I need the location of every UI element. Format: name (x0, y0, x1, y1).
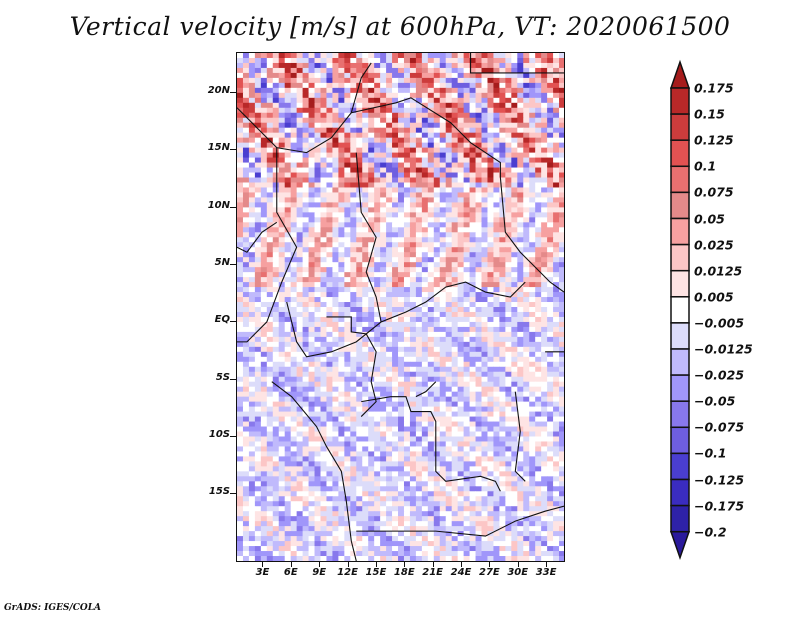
colorbar-label: 0.05 (694, 211, 725, 226)
colorbar-cell (670, 113, 690, 141)
country-border (355, 152, 382, 323)
colorbar-label: −0.005 (694, 315, 745, 331)
country-border (499, 177, 564, 293)
colorbar-cell (670, 478, 690, 507)
colorbar-label: −0.0125 (694, 341, 753, 357)
lon-tick (319, 562, 321, 567)
colorbar-label: 0.005 (694, 289, 734, 305)
map-panel (236, 52, 565, 562)
colorbar-cell (670, 400, 690, 429)
colorbar-cell (670, 139, 690, 168)
colorbar-cell (670, 322, 690, 350)
colorbar-cell (670, 217, 690, 246)
lon-tick-label: 15E (365, 567, 387, 578)
lon-tick-label: 9E (312, 567, 327, 578)
lat-tick (230, 435, 236, 437)
lat-tick-label: 5N (214, 257, 230, 269)
lon-tick-label: 6E (283, 567, 298, 578)
colorbar-label: −0.05 (694, 393, 736, 409)
colorbar-label: −0.175 (694, 498, 745, 514)
lon-tick-label: 3E (255, 567, 270, 578)
colorbar-label: −0.075 (694, 419, 745, 435)
colorbar-cell (670, 87, 690, 115)
colorbar-cell (670, 504, 690, 533)
lat-tick (230, 321, 236, 323)
colorbar-label: 0.1 (694, 158, 717, 174)
lat-tick (230, 206, 236, 208)
country-border (415, 381, 437, 398)
lon-tick (461, 562, 462, 567)
country-border (351, 97, 501, 178)
lat-tick-label: 15N (207, 142, 230, 154)
colorbar-label: 0.125 (694, 132, 734, 148)
lon-tick (347, 562, 349, 567)
lat-tick (230, 493, 236, 495)
lat-tick (230, 378, 236, 380)
grads-credit: GrADS: IGES/COLA (4, 603, 102, 613)
colorbar-label: 0.15 (694, 106, 725, 122)
lon-tick-label: 21E (422, 567, 444, 578)
lat-tick-label: EQ (214, 314, 230, 326)
colorbar-label: −0.125 (694, 472, 745, 487)
lon-tick (404, 562, 406, 567)
lat-tick-label: 20N (207, 85, 230, 97)
colorbar-label: 0.175 (694, 80, 734, 96)
colorbar-label: 0.0125 (694, 263, 743, 279)
colorbar-cell (670, 452, 690, 481)
lat-tick-label: 10S (208, 428, 230, 440)
colorbar-cell (670, 348, 690, 376)
colorbar-label: 0.075 (694, 184, 734, 200)
colorbar-cell (670, 269, 690, 298)
lon-tick-label: 33E (535, 567, 557, 578)
plot-title: Vertical velocity [m/s] at 600hPa, VT: 2… (69, 12, 731, 41)
lon-tick (546, 562, 548, 567)
lon-tick-label: 27E (478, 567, 500, 578)
colorbar-label: 0.025 (694, 237, 734, 253)
lat-tick (230, 264, 236, 266)
lon-tick (375, 562, 377, 567)
country-border (380, 281, 526, 323)
lon-tick-label: 30E (507, 567, 529, 578)
country-border (271, 381, 357, 561)
colorbar-label: −0.2 (694, 524, 727, 540)
lon-tick (262, 562, 264, 567)
lat-tick-label: 5S (215, 371, 230, 383)
lon-tick (517, 562, 519, 567)
lat-tick (230, 92, 236, 94)
colorbar-cell (670, 426, 690, 455)
lon-tick (489, 562, 491, 567)
colorbar-extend-max (669, 59, 691, 89)
lat-tick-label: 15S (208, 486, 230, 498)
lon-tick (290, 562, 292, 567)
colorbar-cell (670, 191, 690, 220)
lon-tick-label: 24E (450, 567, 472, 578)
country-border (326, 316, 377, 417)
country-border (237, 147, 298, 343)
lon-tick (432, 562, 434, 567)
colorbar-label: −0.025 (694, 367, 745, 383)
country-border (514, 391, 526, 482)
country-border (470, 53, 564, 74)
colorbar-extend-min (669, 530, 691, 560)
country-border (237, 62, 372, 154)
colorbar-cell (670, 374, 690, 402)
country-border (286, 301, 382, 358)
country-border (356, 505, 564, 537)
colorbar-cell (670, 296, 690, 324)
colorbar-cell (670, 243, 690, 272)
country-border (237, 221, 278, 253)
vertical-velocity-field (237, 53, 564, 561)
lat-tick-label: 10N (207, 199, 230, 211)
colorbar-label: −0.1 (694, 445, 727, 461)
colorbar-graphic (669, 59, 691, 560)
lon-tick-label: 12E (337, 567, 358, 578)
country-border (361, 396, 501, 492)
lat-tick (230, 149, 236, 151)
colorbar-cell (670, 165, 690, 194)
lon-tick-label: 18E (393, 567, 415, 578)
